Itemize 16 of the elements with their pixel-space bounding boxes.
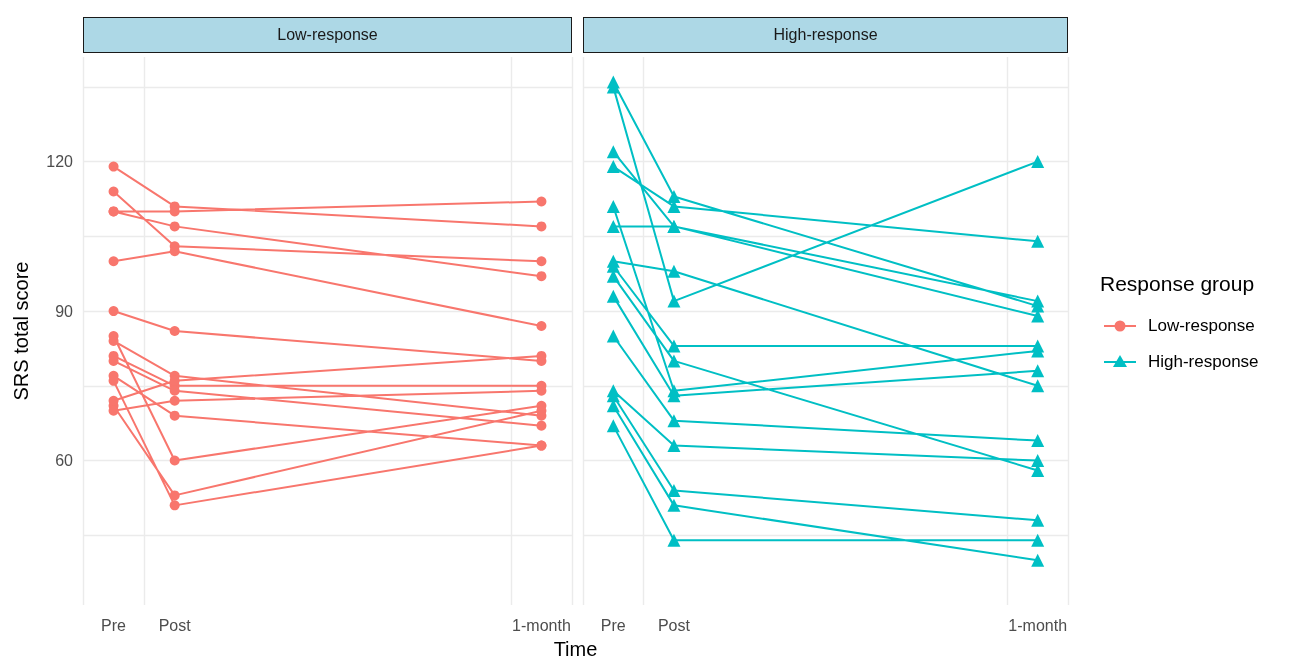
legend-title: Response group xyxy=(1100,272,1256,296)
chart-title: High-response xyxy=(583,17,1068,53)
x-tick-label: Pre xyxy=(600,616,626,634)
x-tick-label: Post xyxy=(657,616,691,634)
legend-label: Low-response xyxy=(1148,316,1255,336)
chart-title: Low-response xyxy=(83,17,572,53)
x-axis-title: Time xyxy=(552,638,599,661)
y-tick-label: 90 xyxy=(55,302,74,320)
y-axis-title: SRS total score xyxy=(10,261,32,401)
x-tick-label: Pre xyxy=(101,616,127,634)
y-tick-label: 60 xyxy=(55,452,74,470)
x-tick-label: 1-month xyxy=(1008,616,1068,634)
legend-label: High-response xyxy=(1148,352,1259,372)
x-tick-label: Post xyxy=(158,616,192,634)
x-tick-label: 1-month xyxy=(512,616,571,634)
y-tick-label: 120 xyxy=(46,153,74,171)
